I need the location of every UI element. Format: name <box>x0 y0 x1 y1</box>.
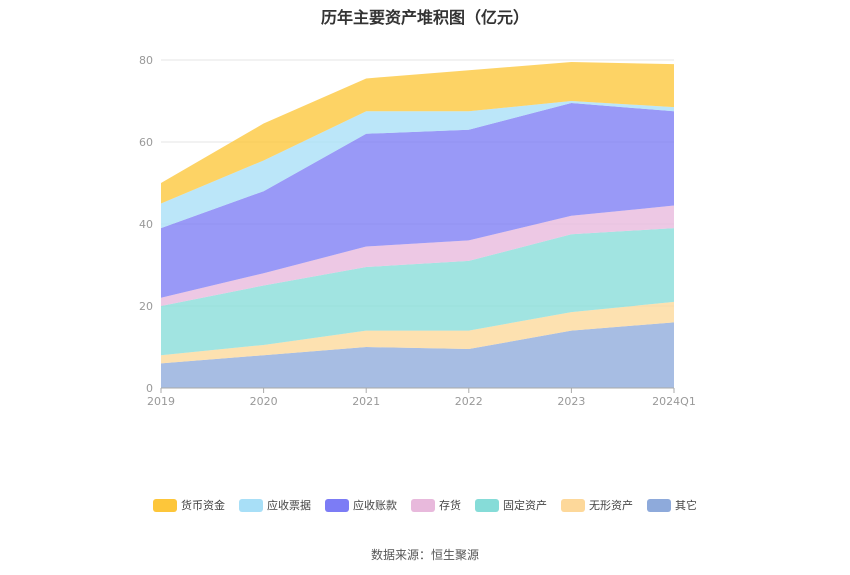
legend-label: 无形资产 <box>589 499 633 512</box>
area-series <box>161 62 674 388</box>
y-tick-label: 0 <box>146 382 153 395</box>
legend-item[interactable]: 货币资金 <box>153 497 225 513</box>
x-tick-label: 2022 <box>455 395 483 408</box>
axes: 0 20 40 60 80 2019 2020 2021 2022 2023 2024Q1 <box>139 54 696 408</box>
x-tick-label: 2020 <box>250 395 278 408</box>
x-tick-label: 2024Q1 <box>652 395 696 408</box>
area-应收账款 <box>161 103 674 298</box>
y-tick-label: 60 <box>139 136 153 149</box>
y-tick-label: 40 <box>139 218 153 231</box>
x-tick-label: 2019 <box>147 395 175 408</box>
stacked-area-chart: 0 20 40 60 80 2019 2020 2021 2022 2023 2024Q1 <box>139 54 696 408</box>
legend-label: 应收账款 <box>353 499 397 512</box>
legend-swatch <box>239 498 263 512</box>
legend-item[interactable]: 应收账款 <box>325 497 397 513</box>
legend-swatch <box>325 498 349 512</box>
x-tick-label: 2023 <box>557 395 585 408</box>
legend-label: 其它 <box>675 499 697 512</box>
legend-item[interactable]: 其它 <box>647 497 697 513</box>
legend-item[interactable]: 应收票据 <box>239 497 311 513</box>
source-note: 数据来源：恒生聚源 <box>370 548 479 562</box>
chart-title: 历年主要资产堆积图（亿元） <box>320 8 529 27</box>
legend-label: 货币资金 <box>181 499 225 512</box>
x-tick-label: 2021 <box>352 395 380 408</box>
legend-swatch <box>411 498 435 512</box>
legend-item[interactable]: 存货 <box>411 497 461 513</box>
legend-label: 存货 <box>439 499 461 512</box>
area-货币资金 <box>161 62 674 204</box>
area-固定资产 <box>161 228 674 356</box>
legend-item[interactable]: 无形资产 <box>561 497 633 513</box>
area-应收票据 <box>161 101 674 229</box>
y-tick-label: 80 <box>139 54 153 67</box>
legend-swatch <box>475 498 499 512</box>
legend-swatch <box>647 498 671 512</box>
legend: 货币资金 应收票据 应收账款 存货 固定资产 无形资产 其它 <box>0 497 850 513</box>
legend-label: 固定资产 <box>503 499 547 512</box>
legend-swatch <box>153 498 177 512</box>
legend-swatch <box>561 498 585 512</box>
area-无形资产 <box>161 301 674 364</box>
legend-label: 应收票据 <box>267 499 311 512</box>
y-tick-label: 20 <box>139 300 153 313</box>
area-存货 <box>161 205 674 306</box>
area-其它 <box>161 322 674 388</box>
legend-item[interactable]: 固定资产 <box>475 497 547 513</box>
